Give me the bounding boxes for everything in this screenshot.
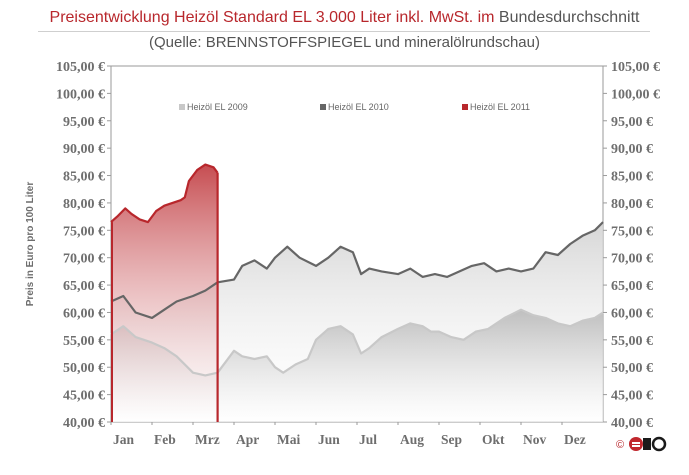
- y-tick-left: 75,00 €: [63, 224, 105, 239]
- legend-label-0: Heizöl EL 2009: [187, 102, 248, 112]
- y-tick-right: 50,00 €: [611, 361, 653, 376]
- chart-title-suffix: Bundesdurchschnitt: [498, 9, 640, 26]
- legend-swatch-1: [320, 104, 326, 110]
- y-tick-right: 100,00 €: [611, 87, 660, 102]
- y-tick-right: 65,00 €: [611, 279, 653, 294]
- x-tick-dez: Dez: [564, 432, 586, 447]
- y-tick-right: 85,00 €: [611, 170, 653, 185]
- legend-swatch-0: [179, 104, 185, 110]
- y-tick-right: 45,00 €: [611, 389, 653, 404]
- x-tick-nov: Nov: [523, 432, 546, 447]
- x-tick-mrz: Mrz: [195, 432, 220, 447]
- series-area-2: [111, 164, 218, 422]
- y-tick-right: 105,00 €: [611, 60, 660, 75]
- copyright-symbol: ©: [616, 439, 624, 451]
- y-axis-label: Preis in Euro pro 100 Liter: [25, 182, 36, 307]
- chart-source: (Quelle: BRENNSTOFFSPIEGEL und mineralöl…: [149, 34, 540, 51]
- x-tick-mai: Mai: [277, 432, 300, 447]
- y-tick-left: 60,00 €: [63, 306, 105, 321]
- y-tick-left: 65,00 €: [63, 279, 105, 294]
- y-tick-left: 90,00 €: [63, 142, 105, 157]
- chart-title-main: Preisentwicklung Heizöl Standard EL 3.00…: [49, 9, 495, 26]
- y-tick-left: 95,00 €: [63, 115, 105, 130]
- x-tick-sep: Sep: [441, 432, 462, 447]
- x-tick-feb: Feb: [154, 432, 176, 447]
- y-tick-left: 45,00 €: [63, 389, 105, 404]
- y-tick-left: 100,00 €: [56, 87, 105, 102]
- y-tick-right: 40,00 €: [611, 416, 653, 431]
- y-tick-left: 105,00 €: [56, 60, 105, 75]
- legend-swatch-2: [462, 104, 468, 110]
- y-tick-left: 40,00 €: [63, 416, 105, 431]
- y-tick-left: 70,00 €: [63, 252, 105, 267]
- series-line-0: [110, 308, 604, 377]
- y-tick-right: 90,00 €: [611, 142, 653, 157]
- y-tick-right: 95,00 €: [611, 115, 653, 130]
- series-line-2: [110, 163, 219, 224]
- y-tick-right: 55,00 €: [611, 334, 653, 349]
- y-tick-right: 70,00 €: [611, 252, 653, 267]
- series-line-1: [110, 221, 604, 319]
- x-tick-jun: Jun: [318, 432, 340, 447]
- x-tick-jan: Jan: [113, 432, 135, 447]
- x-tick-aug: Aug: [400, 432, 424, 447]
- title-divider: [38, 31, 650, 32]
- brand-logo: ©: [616, 436, 667, 452]
- y-tick-right: 75,00 €: [611, 224, 653, 239]
- y-tick-left: 85,00 €: [63, 170, 105, 185]
- legend-label-2: Heizöl EL 2011: [470, 102, 530, 112]
- y-tick-left: 55,00 €: [63, 334, 105, 349]
- chart-title: Preisentwicklung Heizöl Standard EL 3.00…: [0, 9, 689, 27]
- legend-label-1: Heizöl EL 2010: [328, 102, 389, 112]
- series-area-0: [111, 309, 603, 422]
- y-tick-right: 60,00 €: [611, 306, 653, 321]
- y-tick-left: 50,00 €: [63, 361, 105, 376]
- y-tick-right: 80,00 €: [611, 197, 653, 212]
- x-tick-apr: Apr: [236, 432, 259, 447]
- x-tick-jul: Jul: [359, 432, 377, 447]
- y-tick-left: 80,00 €: [63, 197, 105, 212]
- x-tick-okt: Okt: [482, 432, 505, 447]
